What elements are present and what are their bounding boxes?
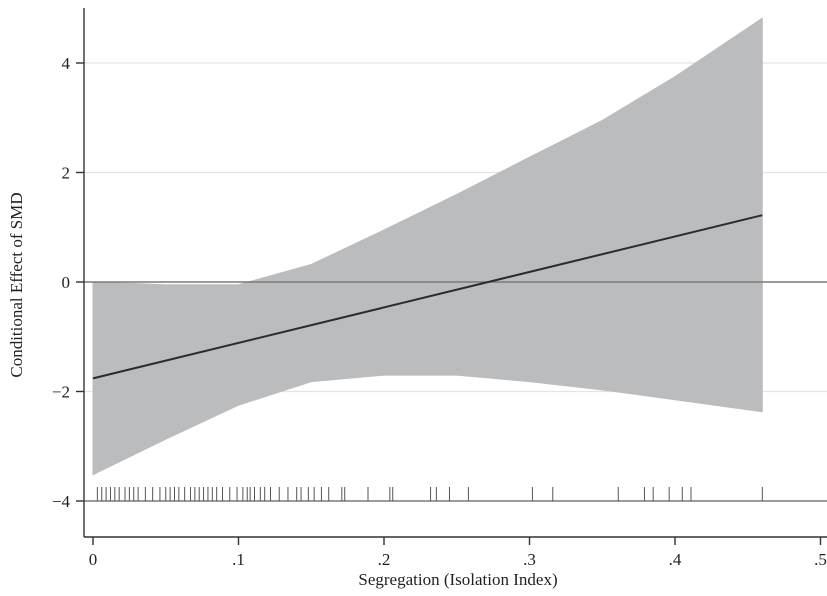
y-tick-label: −2 bbox=[52, 383, 70, 402]
x-tick-label: 0 bbox=[89, 550, 98, 569]
x-tick-label: .1 bbox=[232, 550, 245, 569]
axes bbox=[83, 8, 827, 538]
confidence-band bbox=[92, 17, 763, 476]
x-tick-label: .4 bbox=[669, 550, 682, 569]
y-tick-label: −4 bbox=[52, 492, 71, 511]
y-axis-title: Conditional Effect of SMD bbox=[7, 192, 26, 377]
x-axis-title: Segregation (Isolation Index) bbox=[358, 570, 557, 589]
effect-line-group bbox=[92, 214, 763, 380]
x-tick-label: .2 bbox=[378, 550, 391, 569]
tick-labels: 4 2 0 −2 −4 0 .1 .2 .3 .4 .5 bbox=[52, 54, 827, 569]
x-tick-label: .3 bbox=[523, 550, 536, 569]
x-tick-label: .5 bbox=[814, 550, 827, 569]
effect-line bbox=[92, 214, 763, 380]
confidence-band-group bbox=[92, 17, 763, 476]
rug-marks bbox=[96, 487, 763, 501]
y-tick-label: 0 bbox=[62, 273, 71, 292]
y-tick-label: 2 bbox=[62, 164, 71, 183]
y-tick-label: 4 bbox=[62, 54, 71, 73]
